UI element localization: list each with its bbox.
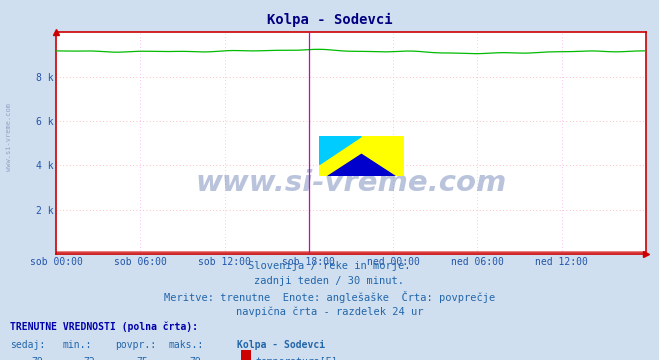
Text: Slovenija / reke in morje.: Slovenija / reke in morje.: [248, 261, 411, 271]
Text: Kolpa - Sodevci: Kolpa - Sodevci: [237, 340, 326, 350]
Text: Meritve: trenutne  Enote: anglešaške  Črta: povprečje: Meritve: trenutne Enote: anglešaške Črta…: [164, 291, 495, 303]
Text: TRENUTNE VREDNOSTI (polna črta):: TRENUTNE VREDNOSTI (polna črta):: [10, 321, 198, 332]
Text: navpična črta - razdelek 24 ur: navpična črta - razdelek 24 ur: [236, 306, 423, 317]
Text: www.si-vreme.com: www.si-vreme.com: [5, 103, 12, 171]
Text: povpr.:: povpr.:: [115, 340, 156, 350]
Text: 79: 79: [31, 357, 43, 360]
Text: www.si-vreme.com: www.si-vreme.com: [195, 169, 507, 197]
Text: maks.:: maks.:: [168, 340, 203, 350]
Text: 75: 75: [136, 357, 148, 360]
Text: sedaj:: sedaj:: [10, 340, 45, 350]
Text: Kolpa - Sodevci: Kolpa - Sodevci: [267, 13, 392, 27]
Text: 72: 72: [84, 357, 96, 360]
Text: min.:: min.:: [63, 340, 92, 350]
Text: temperatura[F]: temperatura[F]: [255, 357, 337, 360]
Text: zadnji teden / 30 minut.: zadnji teden / 30 minut.: [254, 276, 405, 286]
Text: 79: 79: [189, 357, 201, 360]
